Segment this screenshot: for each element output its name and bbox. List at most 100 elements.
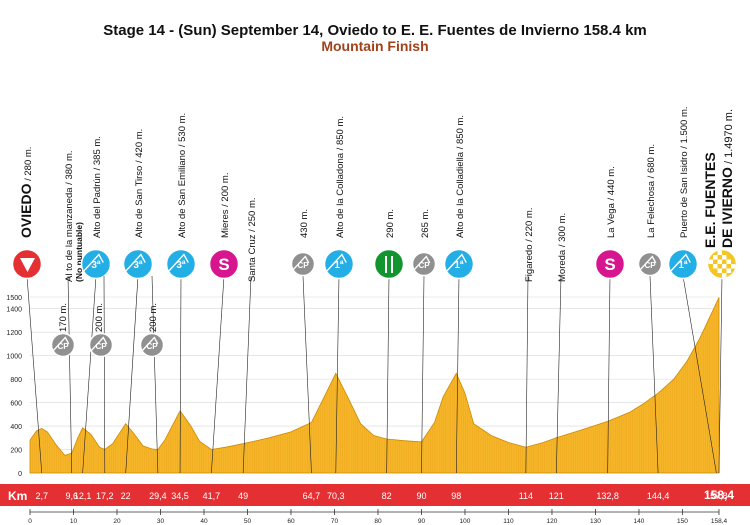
- climb-icon: 3ª: [122, 248, 154, 280]
- location-label: Moreda / 300 m.: [557, 213, 568, 282]
- finish-check: [713, 255, 718, 260]
- climb-icon-disc: [443, 248, 475, 280]
- location-label: Santa Cruz / 250 m.: [247, 198, 258, 283]
- location-name: Alto del Padrún: [92, 173, 103, 238]
- finish-check: [717, 259, 722, 264]
- mountain-glyph: [639, 255, 657, 271]
- location-label: Alto de San Tirso / 420 m.: [134, 129, 145, 238]
- x-tick-label: 70: [331, 518, 339, 525]
- marker-line: [718, 275, 723, 474]
- climb-icon: 1ª: [443, 248, 475, 280]
- y-tick-label: 400: [10, 424, 22, 431]
- x-tick-label: 20: [113, 518, 121, 525]
- km-value-label: 158,4: [704, 488, 734, 502]
- km-value-label: 157,8: [705, 491, 728, 501]
- km-value-label: 49: [238, 491, 248, 501]
- checkpoint-icon: CP: [411, 251, 437, 277]
- marker-line: [682, 275, 717, 474]
- location-label: Figaredo / 220 m.: [524, 208, 535, 282]
- location-elevation: / 300 m.: [557, 213, 568, 250]
- climb-icon-disc: [323, 248, 355, 280]
- km-value-label: 132,8: [596, 491, 619, 501]
- location-label: La Felechosa / 680 m.: [646, 144, 657, 238]
- icon-label: 3ª: [133, 260, 143, 271]
- location-label: Puerto de San Isidro / 1.500 m.: [679, 107, 690, 239]
- location-label: La Vega / 440 m.: [606, 166, 617, 238]
- km-value-label: 34,5: [171, 491, 189, 501]
- finish-check: [731, 264, 736, 269]
- icon-label: S: [604, 255, 615, 274]
- mountain-glyph: [82, 253, 104, 273]
- y-tick-label: 800: [10, 377, 22, 384]
- marker-line: [335, 275, 340, 474]
- climb-icon-disc: [80, 248, 112, 280]
- finish-name-line2: DE IVIERNO / 1.4970 m.: [719, 109, 735, 248]
- location-elevation: / 680 m.: [646, 144, 657, 181]
- icon-label: 3ª: [176, 260, 186, 271]
- sprint-icon-disc: [594, 248, 626, 280]
- mountain-glyph: [292, 255, 310, 271]
- x-tick-label: 100: [460, 518, 471, 525]
- location-label: Al to de la manzaneda / 380 m.: [64, 150, 75, 282]
- icon-label: CP: [57, 342, 69, 351]
- y-tick-label: 600: [10, 401, 22, 408]
- marker-line: [125, 275, 139, 474]
- checkpoint-icon-disc: [637, 251, 663, 277]
- climb-icon: 3ª: [165, 248, 197, 280]
- location-label: Alto de la Colladiella / 850 m.: [455, 115, 466, 238]
- marker-line: [151, 275, 159, 474]
- location-name: Al to de la manzaneda: [64, 187, 75, 282]
- location-elevation: / 1.500 m.: [679, 107, 690, 152]
- km-value-label: 98: [451, 491, 461, 501]
- x-tick-label: 120: [547, 518, 558, 525]
- mountain-glyph: [167, 253, 189, 273]
- sprint-icon-disc: [208, 248, 240, 280]
- x-tick-label: 80: [374, 518, 382, 525]
- checkpoint-icon-disc: [290, 251, 316, 277]
- checkpoint-icon: CP: [637, 251, 663, 277]
- km-value-label: 114: [519, 491, 533, 501]
- mountain-glyph: [52, 336, 70, 352]
- location-name: OVIEDO: [18, 183, 34, 238]
- location-elevation: / 530 m.: [177, 113, 188, 150]
- location-note: (No puntuable): [74, 222, 84, 282]
- location-label: 265 m.: [420, 209, 431, 238]
- km-value-label: 29,4: [149, 491, 167, 501]
- x-tick-label: 50: [244, 518, 252, 525]
- climb-icon-disc: [122, 248, 154, 280]
- start-icon: [11, 248, 43, 280]
- location-name: Alto de la Colladiella: [455, 151, 466, 238]
- feed-icon-disc: [373, 248, 405, 280]
- location-label: 290 m.: [385, 209, 396, 238]
- x-tick-label: 158,4: [711, 518, 728, 525]
- icon-label: 3ª: [91, 260, 101, 271]
- location-label: 430 m.: [299, 209, 310, 238]
- icon-label: CP: [297, 261, 309, 270]
- location-label: Alto del Padrún / 385 m.: [92, 136, 103, 238]
- location-name: Figaredo: [524, 245, 535, 283]
- lower-checkpoint-icon: CP: [139, 332, 165, 358]
- marker-line: [211, 275, 225, 474]
- km-value-label: 64,7: [303, 491, 321, 501]
- mountain-glyph: [413, 255, 431, 271]
- location-elevation: / 280 m.: [23, 147, 34, 184]
- km-band: [0, 484, 750, 506]
- climb-icon-disc: [667, 248, 699, 280]
- x-tick-label: 140: [634, 518, 645, 525]
- km-value-label: 70,3: [327, 491, 345, 501]
- lower-checkpoint-elevation: 170 m.: [58, 303, 69, 332]
- finish-check: [717, 250, 722, 255]
- location-name: La Vega: [606, 202, 617, 238]
- x-tick-label: 90: [418, 518, 426, 525]
- location-name: Moreda: [557, 249, 568, 282]
- marker-line: [179, 275, 182, 474]
- marker-line: [82, 275, 97, 474]
- marker-line: [556, 275, 562, 474]
- checkpoint-icon-disc: [50, 332, 76, 358]
- finish-check: [713, 264, 718, 269]
- x-tick-label: 110: [503, 518, 514, 525]
- marker-line: [67, 275, 73, 474]
- location-name: Puerto de San Isidro: [679, 151, 690, 238]
- y-tick-label: 200: [10, 448, 22, 455]
- marker-line: [386, 275, 390, 474]
